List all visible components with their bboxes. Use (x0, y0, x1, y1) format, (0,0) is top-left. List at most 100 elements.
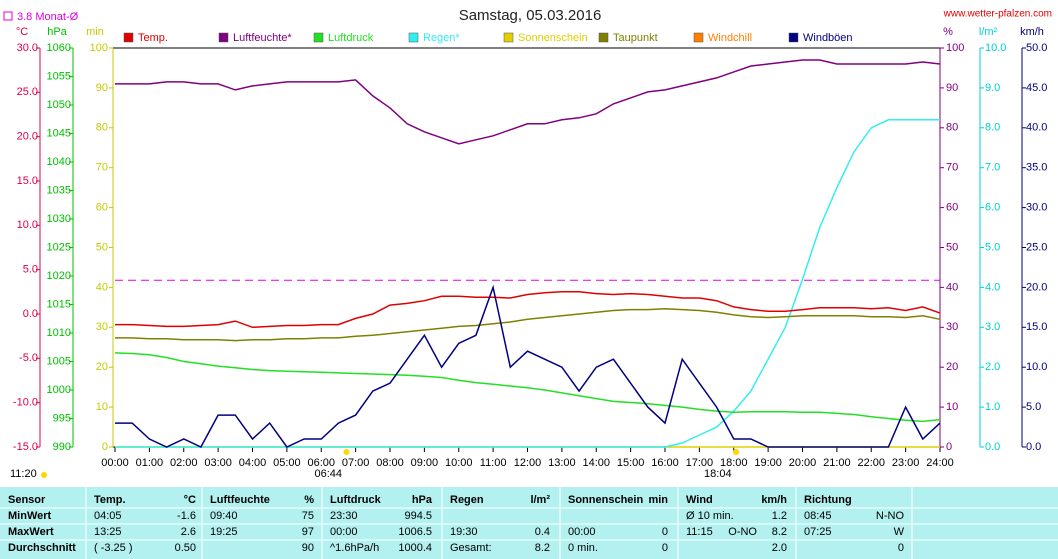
axis-unit: % (943, 26, 953, 38)
table-header: Sensor (8, 494, 46, 506)
axis-unit: l/m² (979, 26, 998, 38)
table-cell: 0 (898, 542, 904, 554)
x-tick-label: 13:00 (548, 457, 576, 469)
y-tick-label: 5.0 (23, 264, 38, 276)
y-tick-label: 1005 (47, 355, 71, 367)
table-cell: Gesamt: (450, 542, 492, 554)
x-tick-label: 03:00 (204, 457, 232, 469)
y-tick-label: 995 (53, 412, 71, 424)
y-tick-label: 10.0 (17, 219, 38, 231)
y-tick-label: 5.0 (985, 241, 1000, 253)
y-tick-label: 20.0 (17, 131, 38, 143)
table-cell: 00:00 (568, 526, 596, 538)
axis-unit: hPa (47, 26, 67, 38)
y-tick-label: 90 (96, 82, 108, 94)
y-tick-label: 25.0 (17, 86, 38, 98)
table-cell: 1.2 (772, 510, 787, 522)
table-cell: N-NO (876, 510, 905, 522)
y-tick-label: 0.0 (1026, 441, 1041, 453)
y-tick-label: 80 (946, 122, 958, 134)
y-tick-label: -15.0 (13, 441, 38, 453)
table-cell: ( -3.25 ) (94, 542, 133, 554)
table-cell: 13:25 (94, 526, 122, 538)
table-cell: 0 min. (568, 542, 598, 554)
y-tick-label: 30.0 (1026, 202, 1047, 214)
table-cell: 23:30 (330, 510, 358, 522)
x-tick-label: 08:00 (376, 457, 404, 469)
series-line (115, 291, 941, 329)
y-tick-label: 6.0 (985, 202, 1000, 214)
y-tick-label: 90 (946, 82, 958, 94)
table-cell: 2.0 (772, 542, 787, 554)
y-tick-label: 100 (90, 42, 108, 54)
table-cell: 90 (302, 542, 314, 554)
table-cell: 994.5 (404, 510, 432, 522)
table-header-unit: °C (184, 494, 196, 506)
x-tick-label: 17:00 (686, 457, 714, 469)
x-tick-label: 23:00 (892, 457, 920, 469)
x-tick-label: 10:00 (445, 457, 473, 469)
x-tick-label: 21:00 (823, 457, 851, 469)
y-tick-label: -5.0 (19, 352, 38, 364)
table-header-unit: min (648, 494, 668, 506)
y-tick-label: 15.0 (17, 175, 38, 187)
y-tick-label: 50 (946, 241, 958, 253)
table-background (0, 487, 1058, 559)
legend-swatch (123, 32, 134, 43)
y-tick-label: 20.0 (1026, 281, 1047, 293)
table-cell: 19:30 (450, 526, 478, 538)
legend-label: Sonnenschein (518, 32, 588, 44)
y-tick-label: 30.0 (17, 42, 38, 54)
y-tick-label: 1020 (47, 270, 71, 282)
sun-time: 11:20 (10, 468, 37, 480)
y-tick-label: 1.0 (985, 401, 1000, 413)
series-line (115, 307, 941, 342)
y-tick-label: 9.0 (985, 82, 1000, 94)
y-tick-label: 1035 (47, 184, 71, 196)
table-cell: 1000.4 (398, 542, 432, 554)
table-cell: 00:00 (330, 526, 358, 538)
y-tick-label: 1010 (47, 327, 71, 339)
x-tick-label: 22:00 (857, 457, 885, 469)
y-tick-label: 25.0 (1026, 241, 1047, 253)
y-tick-label: 30 (96, 321, 108, 333)
y-tick-label: -10.0 (13, 397, 38, 409)
y-tick-label: 40 (96, 281, 108, 293)
y-tick-label: 7.0 (985, 162, 1000, 174)
table-cell: 0.4 (535, 526, 550, 538)
site-url: www.wetter-pfalzen.com (943, 9, 1052, 20)
y-tick-label: 40 (946, 281, 958, 293)
legend-swatch (313, 32, 324, 43)
table-cell: 75 (302, 510, 314, 522)
x-tick-label: 01:00 (136, 457, 164, 469)
table-header-unit: l/m² (530, 494, 550, 506)
x-tick-label: 00:00 (101, 457, 129, 469)
y-tick-label: 4.0 (985, 281, 1000, 293)
legend-swatch (408, 32, 419, 43)
table-cell: 2.6 (181, 526, 196, 538)
y-tick-label: 60 (96, 202, 108, 214)
series-line (115, 284, 941, 448)
y-tick-label: 5.0 (1026, 401, 1041, 413)
y-tick-label: 3.0 (985, 321, 1000, 333)
x-tick-label: 02:00 (170, 457, 198, 469)
y-tick-label: 30 (946, 321, 958, 333)
legend-label: Luftfeuchte* (233, 32, 292, 44)
table-header: Luftdruck (330, 494, 382, 506)
table-cell: 07:25 (804, 526, 832, 538)
legend-swatch (598, 32, 609, 43)
table-header: Temp. (94, 494, 126, 506)
series-line (114, 352, 941, 423)
legend-swatch (693, 32, 704, 43)
y-tick-label: 10 (946, 401, 958, 413)
legend-label: Windchill (708, 32, 752, 44)
legend-swatch (503, 32, 514, 43)
table-cell: 1006.5 (398, 526, 432, 538)
y-tick-label: 1015 (47, 298, 71, 310)
x-tick-label: 04:00 (239, 457, 267, 469)
legend-swatch (218, 32, 229, 43)
x-tick-label: 15:00 (617, 457, 645, 469)
sun-icon (733, 449, 740, 455)
table-header-unit: km/h (761, 494, 787, 506)
